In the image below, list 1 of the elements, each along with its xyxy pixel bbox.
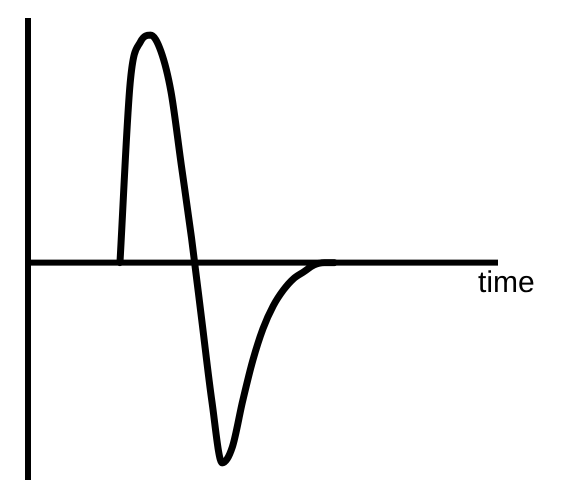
x-axis-title: time <box>478 266 535 299</box>
